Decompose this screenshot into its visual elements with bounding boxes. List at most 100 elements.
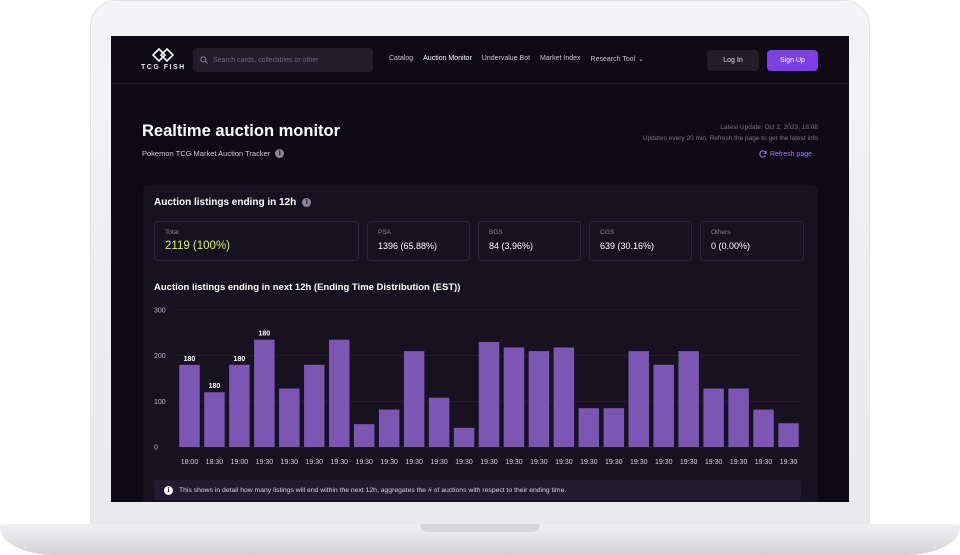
bar[interactable]	[403, 351, 425, 447]
login-button[interactable]: Log In	[707, 50, 759, 71]
subtitle-text: Pokemon TCG Market Auction Tracker	[142, 149, 271, 158]
x-tick-label: 19:30	[380, 459, 398, 466]
x-tick-label: 19:30	[505, 459, 523, 466]
nav-auction-monitor[interactable]: Auction Monitor	[423, 55, 472, 62]
bar[interactable]	[353, 424, 375, 447]
bar[interactable]	[778, 423, 799, 447]
nav-research-tool[interactable]: Research Tool ⌄	[591, 55, 645, 63]
auction-panel: Auction listings ending in 12h i Total 2…	[143, 185, 818, 502]
bar[interactable]	[329, 339, 350, 447]
stat-cgs: CGS 639 (30.16%)	[589, 221, 692, 261]
y-tick-label: 0	[154, 445, 158, 452]
x-tick-label: 19:30	[580, 459, 598, 466]
logo-text: TCG FISH	[141, 64, 186, 71]
info-icon[interactable]: i	[275, 149, 285, 158]
x-tick-label: 19:30	[455, 459, 473, 466]
bar[interactable]	[453, 427, 475, 447]
screen: TCG FISH Catalog Auction Monitor Underva…	[111, 36, 849, 502]
nav-research-tool-label: Research Tool	[590, 56, 636, 63]
latest-update: Latest Update: Oct 2, 2023, 18:08	[720, 124, 818, 131]
bar[interactable]	[678, 351, 699, 447]
info-note: i This shows in detail how many listings…	[154, 480, 801, 500]
x-tick-label: 18:30	[206, 459, 224, 466]
bar[interactable]	[578, 408, 600, 447]
stat-label: PSA	[378, 229, 392, 236]
stat-bgs: BGS 84 (3.96%)	[478, 221, 581, 261]
nav-catalog[interactable]: Catalog	[389, 55, 414, 62]
x-tick-label: 19:30	[655, 459, 673, 466]
stat-value: 84 (3.96%)	[489, 241, 534, 251]
nav-undervalue-bot[interactable]: Undervalue Bot	[481, 55, 531, 62]
search-input[interactable]	[213, 56, 363, 64]
bar[interactable]	[553, 347, 575, 447]
panel-title-text: Auction listings ending in 12h	[154, 197, 297, 208]
ending-time-chart: 0 100 200 300 18:00 180 18:30 180 19:00 180 19:30 1…	[154, 308, 801, 466]
panel-info-icon[interactable]: i	[302, 198, 312, 207]
bar[interactable]	[628, 351, 649, 447]
bar-data-label: 180	[184, 356, 196, 363]
stat-psa: PSA 1396 (65.88%)	[367, 221, 470, 261]
note-text: This shows in detail how many listings w…	[179, 486, 567, 494]
signup-button[interactable]: Sign Up	[767, 50, 818, 71]
y-tick-label: 300	[154, 308, 166, 315]
chevron-down-icon: ⌄	[638, 56, 645, 63]
fish-logo-icon	[151, 48, 175, 62]
bar-data-label: 180	[259, 331, 271, 338]
stat-value: 1396 (65.88%)	[378, 241, 438, 251]
bar[interactable]	[254, 339, 275, 447]
page-subtitle: Pokemon TCG Market Auction Tracker i	[142, 149, 285, 158]
stat-label: CGS	[600, 229, 615, 236]
chart-title: Auction listings ending in next 12h (End…	[154, 282, 461, 293]
bar[interactable]	[378, 409, 400, 447]
bar[interactable]	[304, 364, 325, 447]
bar[interactable]	[179, 364, 200, 447]
search-bar[interactable]	[193, 48, 373, 72]
x-tick-label: 19:30	[281, 459, 299, 466]
x-tick-label: 19:30	[705, 459, 723, 466]
refresh-icon	[759, 150, 767, 158]
bar[interactable]	[528, 351, 550, 447]
refresh-button[interactable]: Refresh page	[759, 150, 812, 158]
bar[interactable]	[204, 392, 225, 447]
stat-value: 639 (30.16%)	[600, 241, 655, 251]
x-tick-label: 19:30	[530, 459, 548, 466]
nav-links: Catalog Auction Monitor Undervalue Bot M…	[389, 55, 644, 63]
bar[interactable]	[279, 388, 300, 447]
x-tick-label: 19:30	[680, 459, 698, 466]
stat-value: 0 (0.00%)	[711, 241, 751, 251]
bar[interactable]	[703, 388, 724, 447]
page-title: Realtime auction monitor	[142, 122, 341, 140]
update-info: Latest Update: Oct 2, 2023, 18:08 Update…	[643, 122, 818, 144]
bar[interactable]	[428, 397, 450, 447]
x-tick-label: 19:00	[231, 459, 249, 466]
x-tick-label: 19:30	[480, 459, 498, 466]
update-note: Updates every 20 min. Refresh the page t…	[642, 135, 818, 142]
bar[interactable]	[753, 409, 774, 447]
x-tick-label: 19:30	[355, 459, 373, 466]
x-tick-label: 19:30	[780, 459, 798, 466]
x-tick-label: 19:30	[330, 459, 348, 466]
nav-market-index[interactable]: Market Index	[540, 55, 581, 62]
bar[interactable]	[503, 347, 525, 447]
stat-value: 2119 (100%)	[165, 240, 230, 252]
bar-data-label: 180	[209, 383, 221, 390]
bar[interactable]	[728, 388, 749, 447]
stat-label: Others	[711, 229, 731, 236]
x-tick-label: 19:30	[730, 459, 748, 466]
stat-label: Total	[165, 229, 179, 236]
x-tick-label: 19:30	[555, 459, 573, 466]
bar[interactable]	[603, 408, 625, 447]
logo[interactable]: TCG FISH	[141, 48, 185, 74]
bar[interactable]	[229, 364, 250, 447]
x-tick-label: 19:30	[256, 459, 274, 466]
bar-data-label: 180	[234, 356, 246, 363]
x-tick-label: 19:30	[630, 459, 648, 466]
bar[interactable]	[653, 364, 674, 447]
stat-label: BGS	[489, 229, 503, 236]
stats-row: Total 2119 (100%) PSA 1396 (65.88%) BGS …	[154, 221, 804, 261]
refresh-label: Refresh page	[769, 150, 812, 158]
stat-total: Total 2119 (100%)	[154, 221, 359, 261]
bar[interactable]	[478, 341, 500, 447]
top-nav: TCG FISH Catalog Auction Monitor Underva…	[111, 36, 849, 84]
stat-others: Others 0 (0.00%)	[700, 221, 804, 261]
